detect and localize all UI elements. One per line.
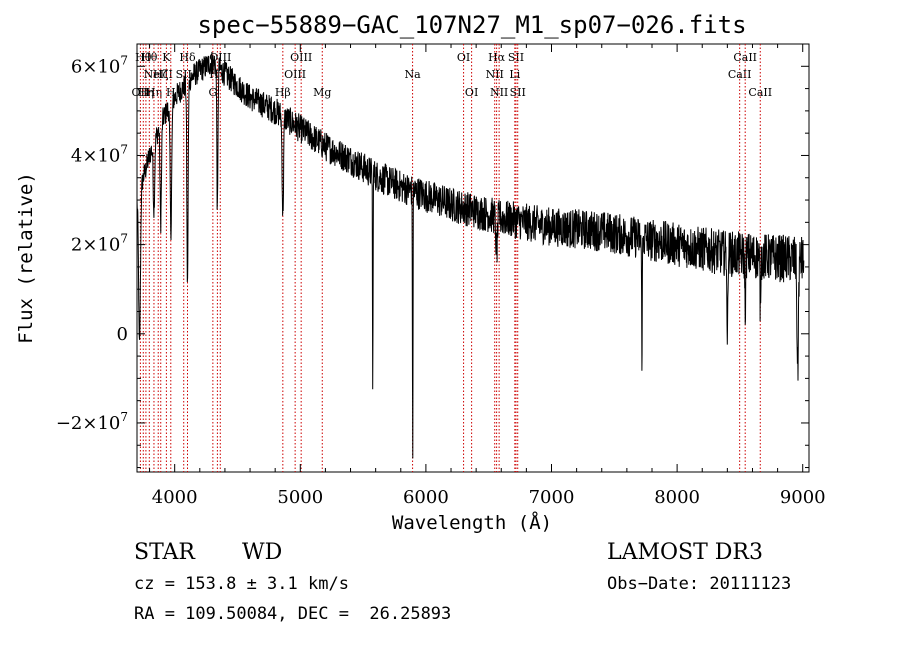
y-tick-label-3: 4×107 <box>71 142 128 166</box>
line-label-4: Hη <box>146 86 162 99</box>
x-tick-label-3: 7000 <box>529 487 575 508</box>
redshift-cz: cz = 153.8 ± 3.1 km/s <box>134 574 349 594</box>
y-tick-label-0: −2×107 <box>56 410 128 434</box>
coordinates: RA = 109.50084, DEC = 26.25893 <box>134 604 452 624</box>
line-label-18: Na <box>404 68 421 81</box>
line-label-1: Hθ <box>135 51 152 64</box>
line-label-15: OIII <box>284 68 306 81</box>
chart-title: spec−55889−GAC_107N27_M1_sp07−026.fits <box>197 11 746 39</box>
line-label-5: NeIII <box>144 68 173 81</box>
x-axis-label: Wavelength (Å) <box>392 511 552 534</box>
line-label-14: Hβ <box>275 86 291 99</box>
line-label-16: OIII <box>290 51 312 64</box>
spectrum-line <box>136 51 805 459</box>
x-tick-label-0: 4000 <box>152 487 198 508</box>
line-label-2: Hη <box>138 86 154 99</box>
x-tick-label-2: 6000 <box>403 487 449 508</box>
x-tick-label-1: 5000 <box>277 487 323 508</box>
line-label-7: K <box>162 51 171 64</box>
line-label-24: SII <box>508 51 524 64</box>
line-label-27: CaII <box>728 68 752 81</box>
object-class: STAR <box>134 540 195 565</box>
line-label-25: SII <box>510 86 526 99</box>
line-label-21: NII <box>486 68 504 81</box>
y-tick-label-2: 2×107 <box>71 232 128 256</box>
line-label-17: Mg <box>313 86 331 99</box>
x-tick-label-4: 8000 <box>654 487 700 508</box>
line-label-22: Hα <box>488 51 506 64</box>
line-label-9: SII <box>176 68 192 81</box>
y-tick-label-1: 0 <box>117 324 128 345</box>
x-tick-label-5: 9000 <box>780 487 826 508</box>
survey-name: LAMOST DR3 <box>607 540 763 565</box>
line-label-28: CaII <box>733 51 757 64</box>
object-subclass: WD <box>242 540 283 565</box>
plot-frame <box>136 43 810 473</box>
line-label-19: OI <box>457 51 470 64</box>
y-axis-label: Flux (relative) <box>15 172 37 344</box>
spectrum-series <box>136 51 805 459</box>
line-label-29: CaII <box>748 86 772 99</box>
line-label-8: H <box>166 86 176 99</box>
line-label-20: OI <box>465 86 478 99</box>
line-label-6: Hζ <box>153 68 169 81</box>
y-axis: −2×107 0 2×107 4×107 6×107 <box>56 43 809 469</box>
x-axis: 4000 5000 6000 7000 8000 9000 <box>149 44 826 508</box>
y-tick-label-4: 6×107 <box>71 53 128 77</box>
line-label-11: G <box>208 86 217 99</box>
line-label-23: NII <box>490 86 508 99</box>
line-label-0: OII <box>132 86 150 99</box>
line-label-26: Li <box>509 68 520 81</box>
line-label-3: Hθ <box>141 51 158 64</box>
line-label-10: Hδ <box>179 51 196 64</box>
observation-date: Obs−Date: 20111123 <box>607 574 792 594</box>
